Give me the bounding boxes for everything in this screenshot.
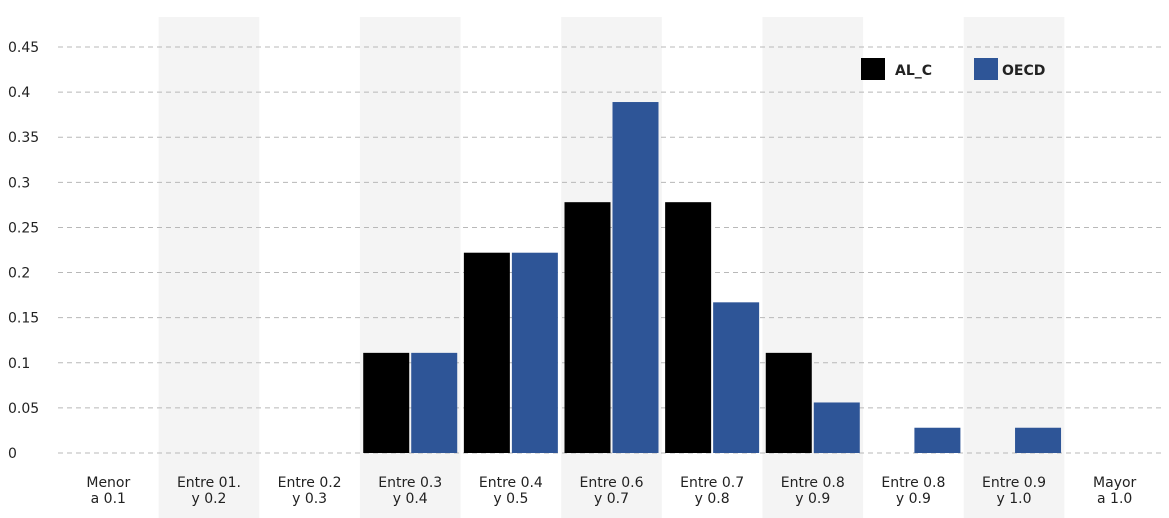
x-tick-label: Entre 0.4 xyxy=(479,475,543,491)
bar-al-c xyxy=(463,252,510,453)
bar-al-c xyxy=(363,352,410,453)
x-tick-label: y 0.2 xyxy=(191,491,226,507)
y-tick-label: 0.2 xyxy=(8,266,30,282)
bar-oecd xyxy=(813,402,860,453)
legend-swatch xyxy=(861,58,885,80)
x-tick-label: a 1.0 xyxy=(1097,491,1132,507)
bar-oecd xyxy=(411,352,458,453)
x-tick-label: y 0.9 xyxy=(896,491,931,507)
x-tick-label: Entre 01. xyxy=(177,475,241,491)
x-tick-label: Entre 0.8 xyxy=(781,475,845,491)
y-tick-label: 0.35 xyxy=(8,130,39,146)
x-tick-label: Menor xyxy=(86,475,130,491)
category-band xyxy=(158,17,260,518)
legend-label: AL_C xyxy=(895,63,932,79)
bar-oecd xyxy=(713,302,760,453)
x-tick-label: y 0.9 xyxy=(795,491,830,507)
bar-al-c xyxy=(765,352,812,453)
y-tick-label: 0.3 xyxy=(8,175,30,191)
x-tick-label: Entre 0.8 xyxy=(881,475,945,491)
bar-oecd xyxy=(612,102,659,453)
y-tick-label: 0.1 xyxy=(8,356,30,372)
y-tick-label: 0.05 xyxy=(8,401,39,417)
legend-swatch xyxy=(974,58,998,80)
bar-oecd xyxy=(511,252,558,453)
x-tick-label: y 0.5 xyxy=(493,491,528,507)
x-tick-label: y 0.4 xyxy=(393,491,428,507)
x-tick-label: a 0.1 xyxy=(91,491,126,507)
bar-al-c xyxy=(564,202,611,453)
bar-oecd xyxy=(914,427,961,453)
y-tick-label: 0.15 xyxy=(8,311,39,327)
x-tick-label: Entre 0.9 xyxy=(982,475,1046,491)
x-tick-label: y 1.0 xyxy=(997,491,1032,507)
bar-al-c xyxy=(665,202,712,453)
x-tick-label: Entre 0.6 xyxy=(580,475,644,491)
y-tick-label: 0.25 xyxy=(8,220,39,236)
x-tick-label: Entre 0.3 xyxy=(378,475,442,491)
bar-oecd xyxy=(1015,427,1062,453)
y-tick-label: 0 xyxy=(8,446,17,462)
x-tick-label: Entre 0.7 xyxy=(680,475,744,491)
x-tick-label: y 0.8 xyxy=(695,491,730,507)
y-tick-label: 0.4 xyxy=(8,85,30,101)
x-tick-label: y 0.3 xyxy=(292,491,327,507)
legend-label: OECD xyxy=(1002,63,1045,79)
y-tick-label: 0.45 xyxy=(8,40,39,56)
x-tick-label: Mayor xyxy=(1093,475,1137,491)
x-tick-label: y 0.7 xyxy=(594,491,629,507)
x-tick-label: Entre 0.2 xyxy=(278,475,342,491)
